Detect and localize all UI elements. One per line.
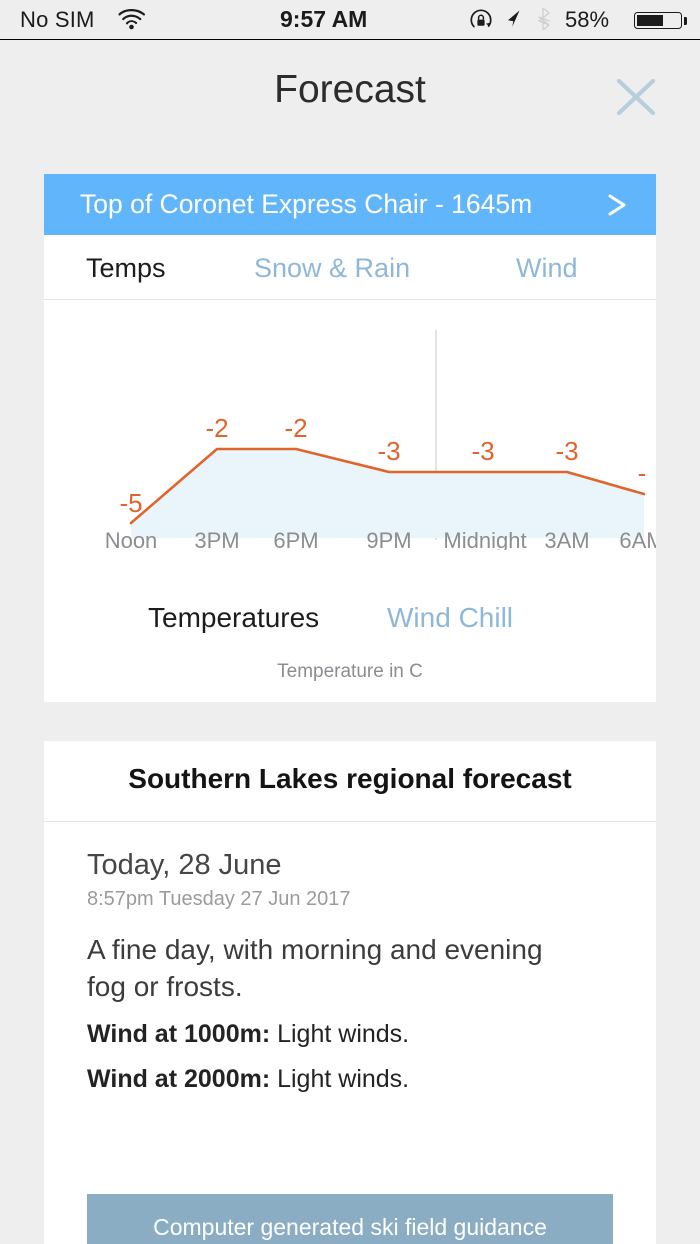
svg-text:-3: -3 (471, 436, 494, 466)
svg-text:3AM: 3AM (544, 528, 589, 550)
svg-text:-2: -2 (205, 413, 228, 443)
svg-text:6PM: 6PM (273, 528, 318, 550)
svg-text:-3: -3 (377, 436, 400, 466)
svg-text:-3: -3 (555, 436, 578, 466)
svg-text:Noon: Noon (105, 528, 158, 550)
svg-text:-5: -5 (119, 488, 142, 518)
svg-text:Midnight: Midnight (443, 528, 526, 550)
svg-text:9PM: 9PM (366, 528, 411, 550)
svg-text:-: - (638, 458, 647, 488)
svg-text:6AM: 6AM (619, 528, 656, 550)
svg-text:3PM: 3PM (194, 528, 239, 550)
svg-text:-2: -2 (284, 413, 307, 443)
